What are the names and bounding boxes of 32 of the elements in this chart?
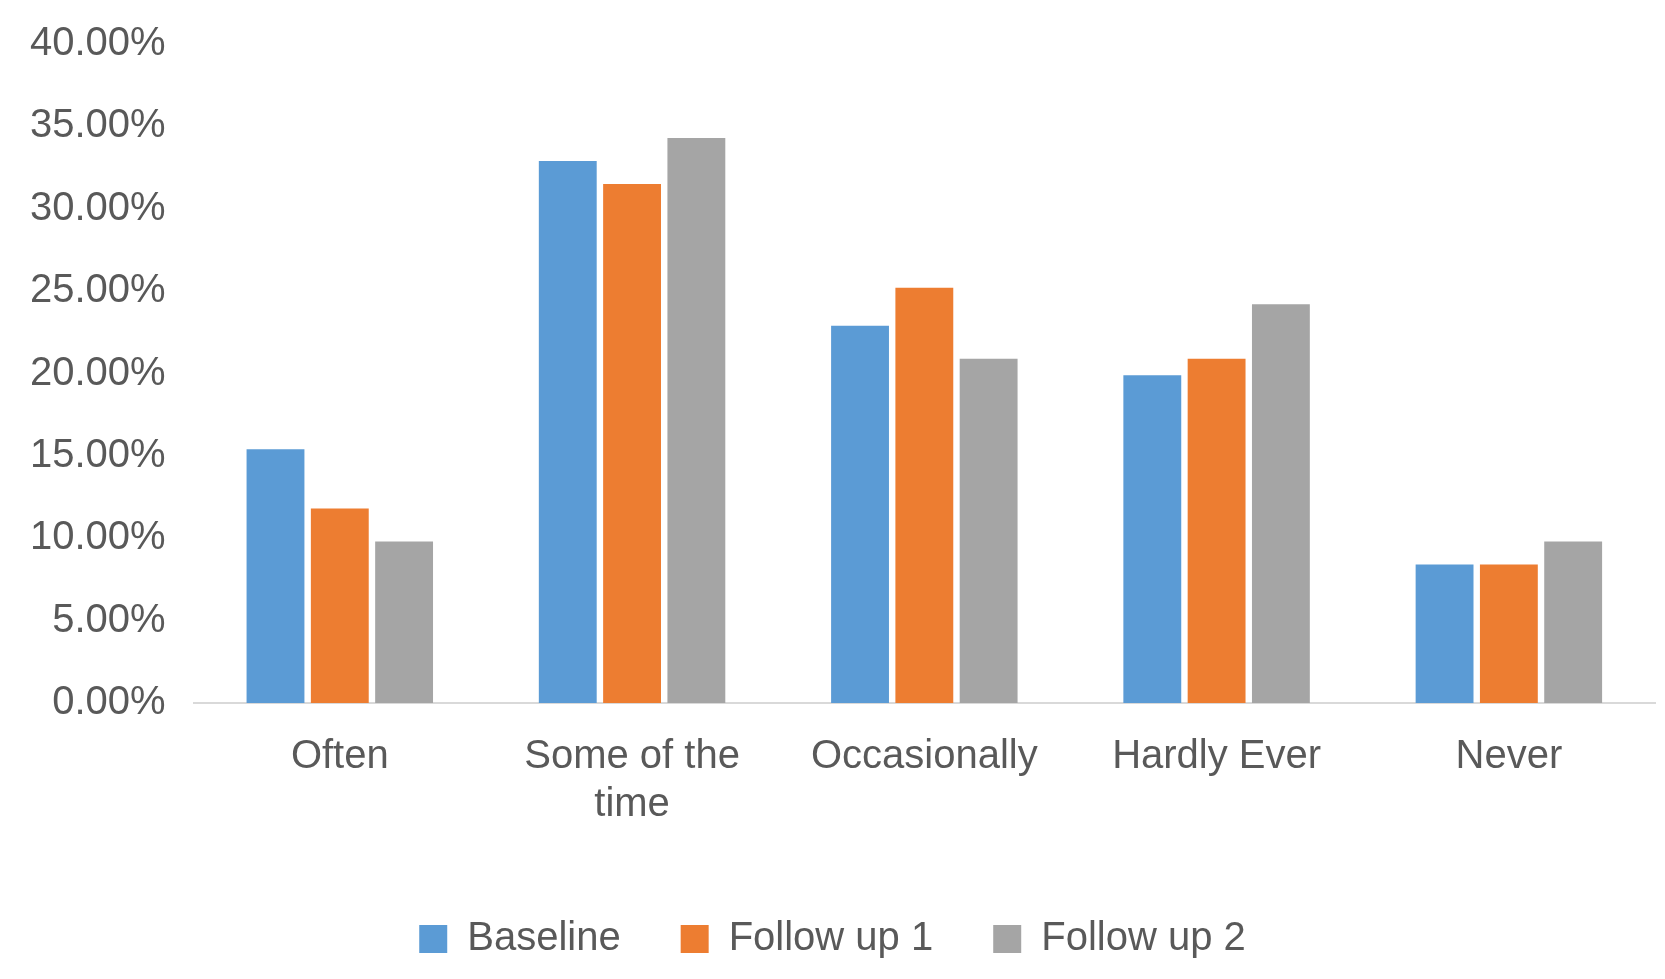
- bar: [667, 137, 726, 703]
- bar: [246, 449, 305, 703]
- x-tick-label: Hardly Ever: [1112, 732, 1322, 777]
- bar: [1479, 564, 1538, 703]
- bar: [959, 358, 1018, 703]
- y-tick-label: 15.00%: [29, 430, 166, 475]
- legend-label: Follow up 2: [1041, 914, 1246, 959]
- bar: [1187, 358, 1246, 703]
- y-tick-label: 0.00%: [52, 678, 166, 723]
- bar: [1544, 541, 1603, 703]
- y-tick-label: 10.00%: [29, 513, 166, 558]
- bar: [1415, 564, 1474, 703]
- y-tick-label: 35.00%: [29, 101, 166, 146]
- bar: [895, 287, 954, 703]
- x-tick-label: Some of the time: [524, 732, 740, 825]
- bar: [538, 160, 597, 703]
- y-tick-label: 30.00%: [29, 183, 166, 228]
- bar: [603, 184, 661, 703]
- y-tick-label: 25.00%: [29, 266, 166, 311]
- bar: [375, 541, 434, 703]
- y-tick-label: 5.00%: [52, 595, 166, 640]
- bar: [310, 508, 369, 703]
- x-tick-label: Often: [290, 732, 389, 777]
- bar: [1251, 304, 1310, 703]
- x-tick-label: Never: [1455, 732, 1563, 777]
- y-tick-label: 20.00%: [29, 348, 166, 393]
- x-tick-label: Occasionally: [810, 732, 1038, 777]
- legend-label: Baseline: [467, 914, 621, 959]
- y-tick-label: 40.00%: [29, 19, 166, 64]
- legend-label: Follow up 1: [728, 914, 934, 959]
- bar: [1123, 375, 1182, 703]
- bar: [831, 325, 889, 703]
